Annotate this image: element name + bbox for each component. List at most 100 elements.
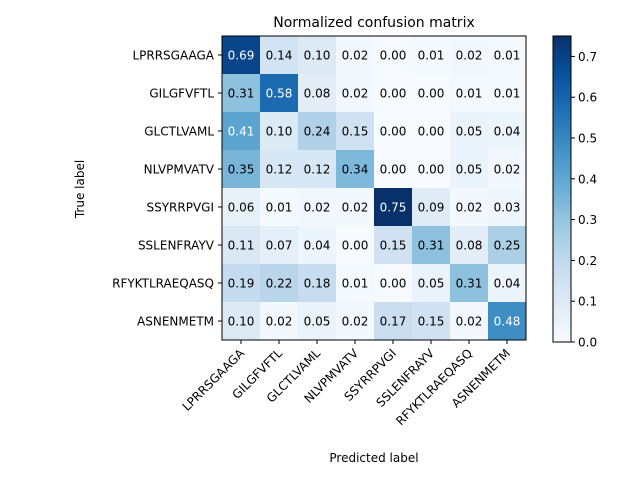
heatmap-cell (374, 150, 413, 189)
cell-value-label: 0.03 (494, 201, 521, 215)
cell-value-label: 0.00 (418, 125, 445, 139)
heatmap-cell (450, 150, 489, 189)
cell-value-label: 0.10 (304, 49, 331, 63)
cell-value-label: 0.58 (266, 87, 293, 101)
heatmap-cell (488, 264, 527, 303)
y-tick-label: GILGFVFTL (149, 87, 214, 101)
heatmap-cell (260, 264, 299, 303)
heatmap-cell (488, 188, 527, 227)
heatmap-cell (488, 226, 527, 265)
cell-value-label: 0.01 (494, 49, 521, 63)
heatmap-cell (374, 188, 413, 227)
cell-value-label: 0.02 (456, 49, 483, 63)
cell-value-label: 0.02 (456, 315, 483, 329)
cell-value-label: 0.00 (380, 49, 407, 63)
cell-value-label: 0.10 (228, 315, 255, 329)
cell-value-label: 0.01 (456, 87, 483, 101)
cell-value-label: 0.04 (494, 277, 521, 291)
cell-value-label: 0.04 (304, 239, 331, 253)
y-tick-label: ASNENMETM (137, 315, 214, 329)
cell-value-label: 0.31 (456, 277, 483, 291)
heatmap-cell (412, 302, 451, 341)
cell-value-label: 0.05 (304, 315, 331, 329)
heatmap-cell (222, 150, 261, 189)
cell-value-label: 0.34 (342, 163, 369, 177)
heatmap-cell (336, 112, 375, 151)
cell-value-label: 0.02 (266, 315, 293, 329)
heatmap-cell (412, 226, 451, 265)
cell-value-label: 0.31 (228, 87, 255, 101)
cell-value-label: 0.02 (304, 201, 331, 215)
heatmap-cell (260, 112, 299, 151)
heatmap-cell (336, 226, 375, 265)
cell-value-label: 0.01 (266, 201, 293, 215)
cell-value-label: 0.10 (266, 125, 293, 139)
heatmap-cell (450, 74, 489, 113)
cell-value-label: 0.05 (456, 125, 483, 139)
heatmap-cell (298, 188, 337, 227)
cell-value-label: 0.02 (342, 87, 369, 101)
heatmap-cell (488, 112, 527, 151)
cell-value-label: 0.11 (228, 239, 255, 253)
heatmap-cell (374, 112, 413, 151)
colorbar-tick-label: 0.2 (578, 254, 597, 268)
cell-value-label: 0.00 (418, 87, 445, 101)
heatmap-cell (336, 188, 375, 227)
heatmap-cell (222, 302, 261, 341)
heatmap-cell (336, 264, 375, 303)
cell-value-label: 0.08 (304, 87, 331, 101)
cell-value-label: 0.41 (228, 125, 255, 139)
cell-value-label: 0.15 (418, 315, 445, 329)
cell-value-label: 0.00 (380, 125, 407, 139)
colorbar (552, 35, 572, 343)
cell-value-label: 0.69 (228, 49, 255, 63)
cell-value-label: 0.02 (342, 49, 369, 63)
heatmap-cell (336, 150, 375, 189)
heatmap-cell (412, 74, 451, 113)
x-axis-label: Predicted label (329, 451, 418, 465)
cell-value-label: 0.01 (494, 87, 521, 101)
y-tick-label: GLCTLVAML (144, 125, 214, 139)
cell-value-labels: 0.69 0.14 0.10 0.02 0.00 0.01 0.02 0.01 0.31 0.58… (228, 49, 521, 329)
heatmap-cell (298, 226, 337, 265)
heatmap-cell (336, 36, 375, 75)
cell-value-label: 0.07 (266, 239, 293, 253)
heatmap-cell (450, 226, 489, 265)
heatmap-cell (298, 112, 337, 151)
cell-value-label: 0.00 (380, 87, 407, 101)
colorbar-tick-label: 0.4 (578, 172, 597, 186)
heatmap-cells (222, 36, 527, 341)
heatmap-cell (450, 112, 489, 151)
heatmap-cell (412, 36, 451, 75)
heatmap-cell (488, 150, 527, 189)
cell-value-label: 0.00 (418, 163, 445, 177)
cell-value-label: 0.15 (380, 239, 407, 253)
cell-value-label: 0.02 (494, 163, 521, 177)
heatmap-cell (298, 150, 337, 189)
y-tick-label: SSLENFRAYV (138, 239, 215, 253)
heatmap-cell (374, 226, 413, 265)
cell-value-label: 0.09 (418, 201, 445, 215)
cell-value-label: 0.48 (494, 315, 521, 329)
heatmap-cell (450, 188, 489, 227)
cell-value-label: 0.01 (342, 277, 369, 291)
heatmap-cell (260, 150, 299, 189)
cell-value-label: 0.05 (456, 163, 483, 177)
heatmap-cell (222, 112, 261, 151)
heatmap-cell (222, 188, 261, 227)
colorbar-tick-label: 0.3 (578, 213, 597, 227)
heatmap-cell (260, 302, 299, 341)
colorbar-tick-label: 0.5 (578, 132, 597, 146)
heatmap-cell (450, 264, 489, 303)
cell-value-label: 0.00 (380, 163, 407, 177)
heatmap-cell (298, 74, 337, 113)
heatmap-cell (222, 264, 261, 303)
heatmap-cell (298, 302, 337, 341)
heatmap-cell (412, 264, 451, 303)
heatmap-cell (298, 264, 337, 303)
colorbar-ticks: 0.0 0.1 0.2 0.3 0.4 0.5 0.6 0.7 (571, 50, 597, 350)
cell-value-label: 0.31 (418, 239, 445, 253)
colorbar-tick-label: 0.6 (578, 91, 597, 105)
colorbar-tick-label: 0.7 (578, 50, 597, 64)
heatmap-cell (260, 74, 299, 113)
